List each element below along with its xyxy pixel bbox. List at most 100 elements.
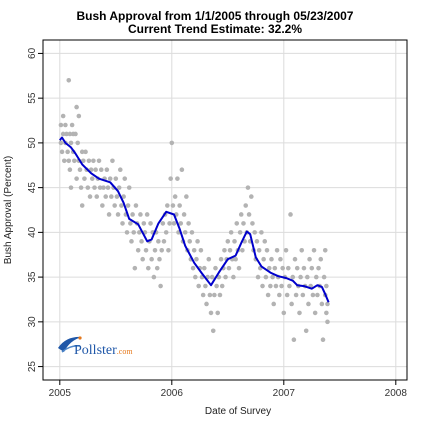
survey-point xyxy=(196,283,201,289)
survey-point xyxy=(130,212,135,217)
survey-point xyxy=(217,292,223,298)
survey-point xyxy=(58,140,64,146)
survey-point xyxy=(100,203,105,208)
survey-point xyxy=(177,203,182,208)
survey-point xyxy=(89,176,95,181)
survey-point xyxy=(159,247,165,253)
survey-point xyxy=(204,301,209,307)
survey-point xyxy=(143,247,149,253)
survey-point xyxy=(186,221,191,226)
survey-point xyxy=(232,239,237,244)
y-tick-label: 55 xyxy=(27,92,38,104)
survey-point xyxy=(252,230,257,235)
survey-point xyxy=(169,140,175,146)
survey-point xyxy=(107,176,113,181)
survey-point xyxy=(93,167,98,173)
y-tick-label: 25 xyxy=(27,361,38,373)
survey-point xyxy=(77,167,83,173)
survey-point xyxy=(72,158,77,164)
survey-point xyxy=(208,310,214,316)
survey-point xyxy=(214,283,219,289)
survey-point xyxy=(115,212,121,217)
survey-point xyxy=(289,301,294,307)
survey-point xyxy=(175,176,180,181)
x-axis-label: Date of Survey xyxy=(205,406,271,417)
survey-point xyxy=(74,104,79,110)
survey-point xyxy=(263,274,269,280)
survey-point xyxy=(125,203,131,208)
survey-point xyxy=(151,274,157,280)
survey-point xyxy=(215,310,221,316)
survey-point xyxy=(303,328,309,334)
survey-point xyxy=(266,265,272,271)
gridlines xyxy=(43,40,407,380)
survey-point xyxy=(268,283,273,289)
survey-point xyxy=(287,283,292,289)
survey-point xyxy=(114,194,120,199)
survey-point xyxy=(316,265,321,271)
survey-point xyxy=(250,221,255,226)
survey-point xyxy=(325,319,330,325)
survey-point xyxy=(245,185,251,190)
survey-point xyxy=(87,194,93,199)
survey-point xyxy=(75,140,81,146)
survey-point xyxy=(184,194,189,199)
trend-line xyxy=(59,136,330,303)
survey-point xyxy=(301,265,307,271)
survey-point xyxy=(246,212,252,217)
chart-subtitle: Current Trend Estimate: 32.2% xyxy=(128,22,302,36)
survey-point xyxy=(264,247,270,253)
survey-point xyxy=(294,265,300,271)
survey-point xyxy=(240,247,245,253)
survey-point xyxy=(310,292,316,298)
survey-point xyxy=(60,131,66,137)
survey-point xyxy=(61,158,67,164)
survey-point xyxy=(96,158,102,164)
survey-point xyxy=(315,292,320,298)
survey-point xyxy=(228,230,234,235)
x-tick-label: 2005 xyxy=(49,388,72,399)
survey-point xyxy=(81,158,86,164)
survey-point xyxy=(109,194,114,199)
survey-point xyxy=(126,185,132,190)
survey-point xyxy=(73,131,78,137)
survey-point xyxy=(262,239,268,244)
survey-point xyxy=(305,274,310,280)
survey-point xyxy=(254,239,260,244)
survey-point xyxy=(222,247,227,253)
survey-point xyxy=(152,247,158,253)
survey-point xyxy=(133,203,139,208)
survey-point xyxy=(309,265,315,271)
survey-point xyxy=(65,149,70,155)
y-tick-label: 50 xyxy=(27,137,38,149)
survey-point xyxy=(163,230,169,235)
survey-point xyxy=(325,301,330,307)
survey-point xyxy=(243,203,249,208)
survey-point xyxy=(318,256,324,262)
survey-point xyxy=(290,274,296,280)
survey-point xyxy=(279,283,284,289)
survey-point xyxy=(291,337,297,343)
survey-point xyxy=(171,221,177,226)
x-tick-label: 2008 xyxy=(385,388,408,399)
survey-point xyxy=(233,256,238,262)
survey-point xyxy=(288,212,293,217)
survey-point xyxy=(284,292,290,298)
survey-point xyxy=(238,212,244,217)
x-tick-label: 2006 xyxy=(161,388,184,399)
survey-point xyxy=(85,185,91,190)
survey-point xyxy=(60,113,66,119)
survey-point xyxy=(168,176,173,181)
survey-point xyxy=(324,283,329,289)
survey-point xyxy=(138,212,143,217)
survey-point xyxy=(157,256,162,262)
survey-point xyxy=(226,265,232,271)
logo-text: Pollster.com xyxy=(74,343,133,358)
survey-point xyxy=(82,176,87,181)
survey-point xyxy=(141,221,147,226)
survey-point xyxy=(225,239,231,244)
survey-point xyxy=(139,239,144,244)
survey-point xyxy=(249,194,254,199)
survey-point xyxy=(193,274,198,280)
survey-point xyxy=(132,265,138,271)
